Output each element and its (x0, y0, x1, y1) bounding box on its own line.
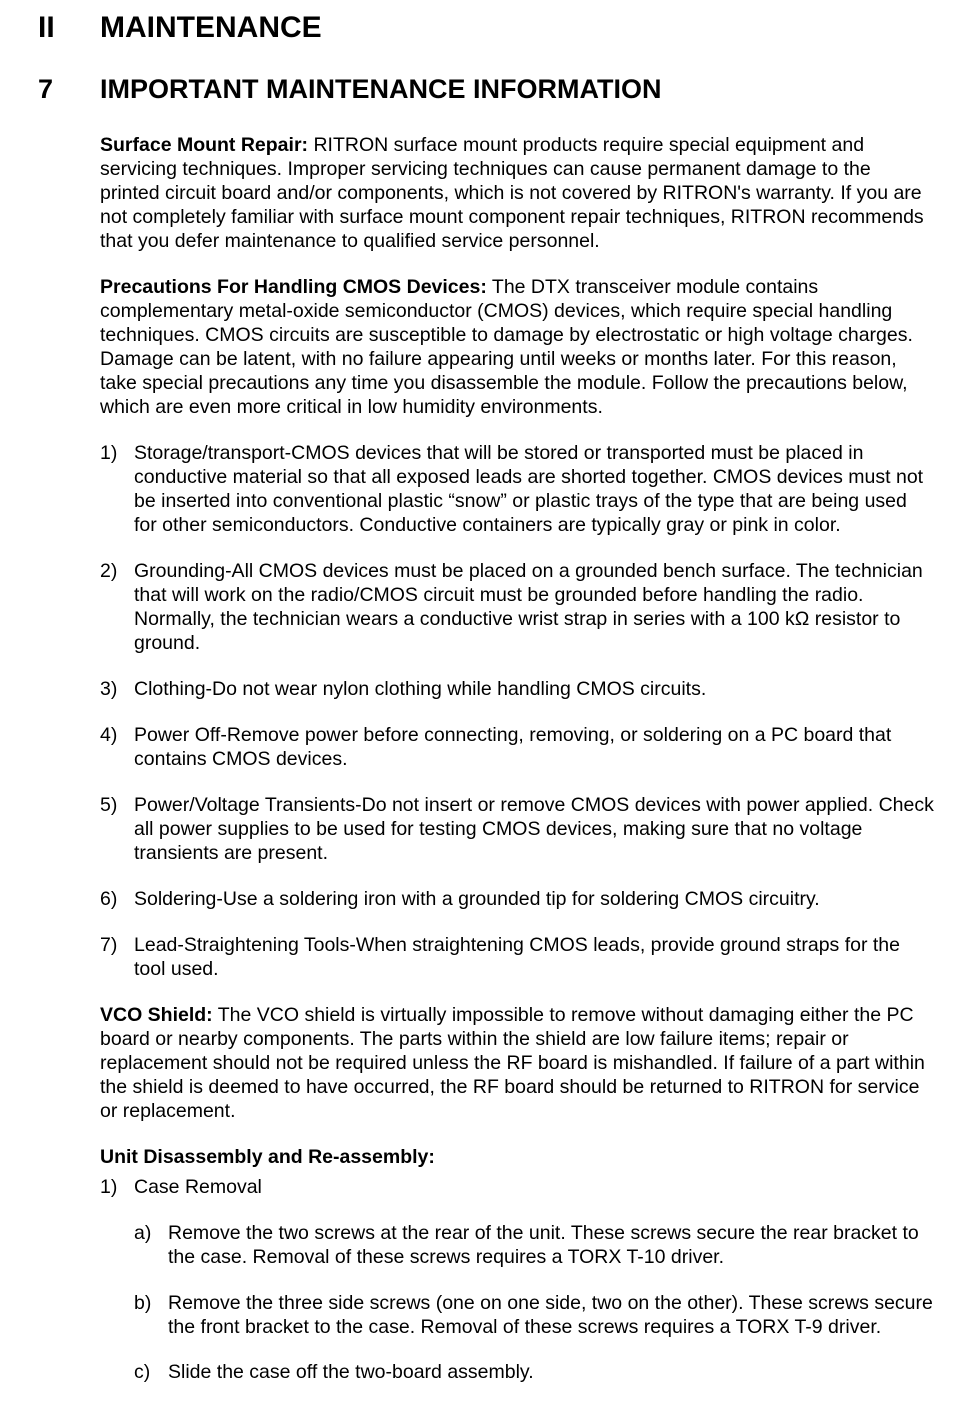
subsection-number: 7 (38, 73, 100, 106)
step-text: Case Removal (134, 1176, 262, 1200)
subsection-title: IMPORTANT MAINTENANCE INFORMATION (100, 73, 661, 106)
disassembly-substep: b) Remove the three side screws (one on … (134, 1292, 935, 1340)
precaution-text: Power/Voltage Transients-Do not insert o… (134, 794, 935, 866)
precaution-number: 6) (100, 888, 134, 912)
substep-letter: c) (134, 1361, 168, 1385)
precaution-number: 2) (100, 560, 134, 656)
precaution-text: Soldering-Use a soldering iron with a gr… (134, 888, 820, 912)
surface-mount-head: Surface Mount Repair: (100, 134, 308, 156)
precaution-number: 1) (100, 442, 134, 538)
disassembly-step: 1) Case Removal (100, 1176, 935, 1200)
cmos-head: Precautions For Handling CMOS Devices: (100, 276, 487, 298)
step-number: 1) (100, 1176, 134, 1200)
section-number: II (38, 10, 100, 47)
precaution-text: Lead-Straightening Tools-When straighten… (134, 934, 935, 982)
surface-mount-paragraph: Surface Mount Repair: RITRON surface mou… (100, 134, 935, 254)
substep-letter: b) (134, 1292, 168, 1340)
precaution-number: 3) (100, 678, 134, 702)
disassembly-heading: Unit Disassembly and Re-assembly: (100, 1146, 935, 1170)
precaution-item: 1) Storage/transport-CMOS devices that w… (100, 442, 935, 538)
substep-text: Remove the three side screws (one on one… (168, 1292, 935, 1340)
disassembly-head: Unit Disassembly and Re-assembly: (100, 1146, 435, 1168)
vco-paragraph: VCO Shield: The VCO shield is virtually … (100, 1004, 935, 1124)
precaution-text: Power Off-Remove power before connecting… (134, 724, 935, 772)
section-heading-2: 7 IMPORTANT MAINTENANCE INFORMATION (38, 73, 935, 106)
precaution-item: 7) Lead-Straightening Tools-When straigh… (100, 934, 935, 982)
precaution-number: 5) (100, 794, 134, 866)
precaution-item: 6) Soldering-Use a soldering iron with a… (100, 888, 935, 912)
precaution-item: 4) Power Off-Remove power before connect… (100, 724, 935, 772)
precaution-item: 3) Clothing-Do not wear nylon clothing w… (100, 678, 935, 702)
vco-head: VCO Shield: (100, 1004, 213, 1026)
section-title: MAINTENANCE (100, 10, 322, 47)
substep-text: Slide the case off the two-board assembl… (168, 1361, 534, 1385)
precaution-number: 4) (100, 724, 134, 772)
substep-letter: a) (134, 1222, 168, 1270)
disassembly-substep: c) Slide the case off the two-board asse… (134, 1361, 935, 1385)
content-block: Surface Mount Repair: RITRON surface mou… (100, 134, 935, 1385)
precaution-number: 7) (100, 934, 134, 982)
precaution-text: Storage/transport-CMOS devices that will… (134, 442, 935, 538)
cmos-paragraph: Precautions For Handling CMOS Devices: T… (100, 276, 935, 420)
precaution-text: Grounding-All CMOS devices must be place… (134, 560, 935, 656)
section-heading-1: II MAINTENANCE (38, 10, 935, 47)
precaution-text: Clothing-Do not wear nylon clothing whil… (134, 678, 706, 702)
disassembly-substep: a) Remove the two screws at the rear of … (134, 1222, 935, 1270)
precaution-item: 2) Grounding-All CMOS devices must be pl… (100, 560, 935, 656)
vco-body: The VCO shield is virtually impossible t… (100, 1004, 925, 1122)
substep-text: Remove the two screws at the rear of the… (168, 1222, 935, 1270)
precaution-item: 5) Power/Voltage Transients-Do not inser… (100, 794, 935, 866)
